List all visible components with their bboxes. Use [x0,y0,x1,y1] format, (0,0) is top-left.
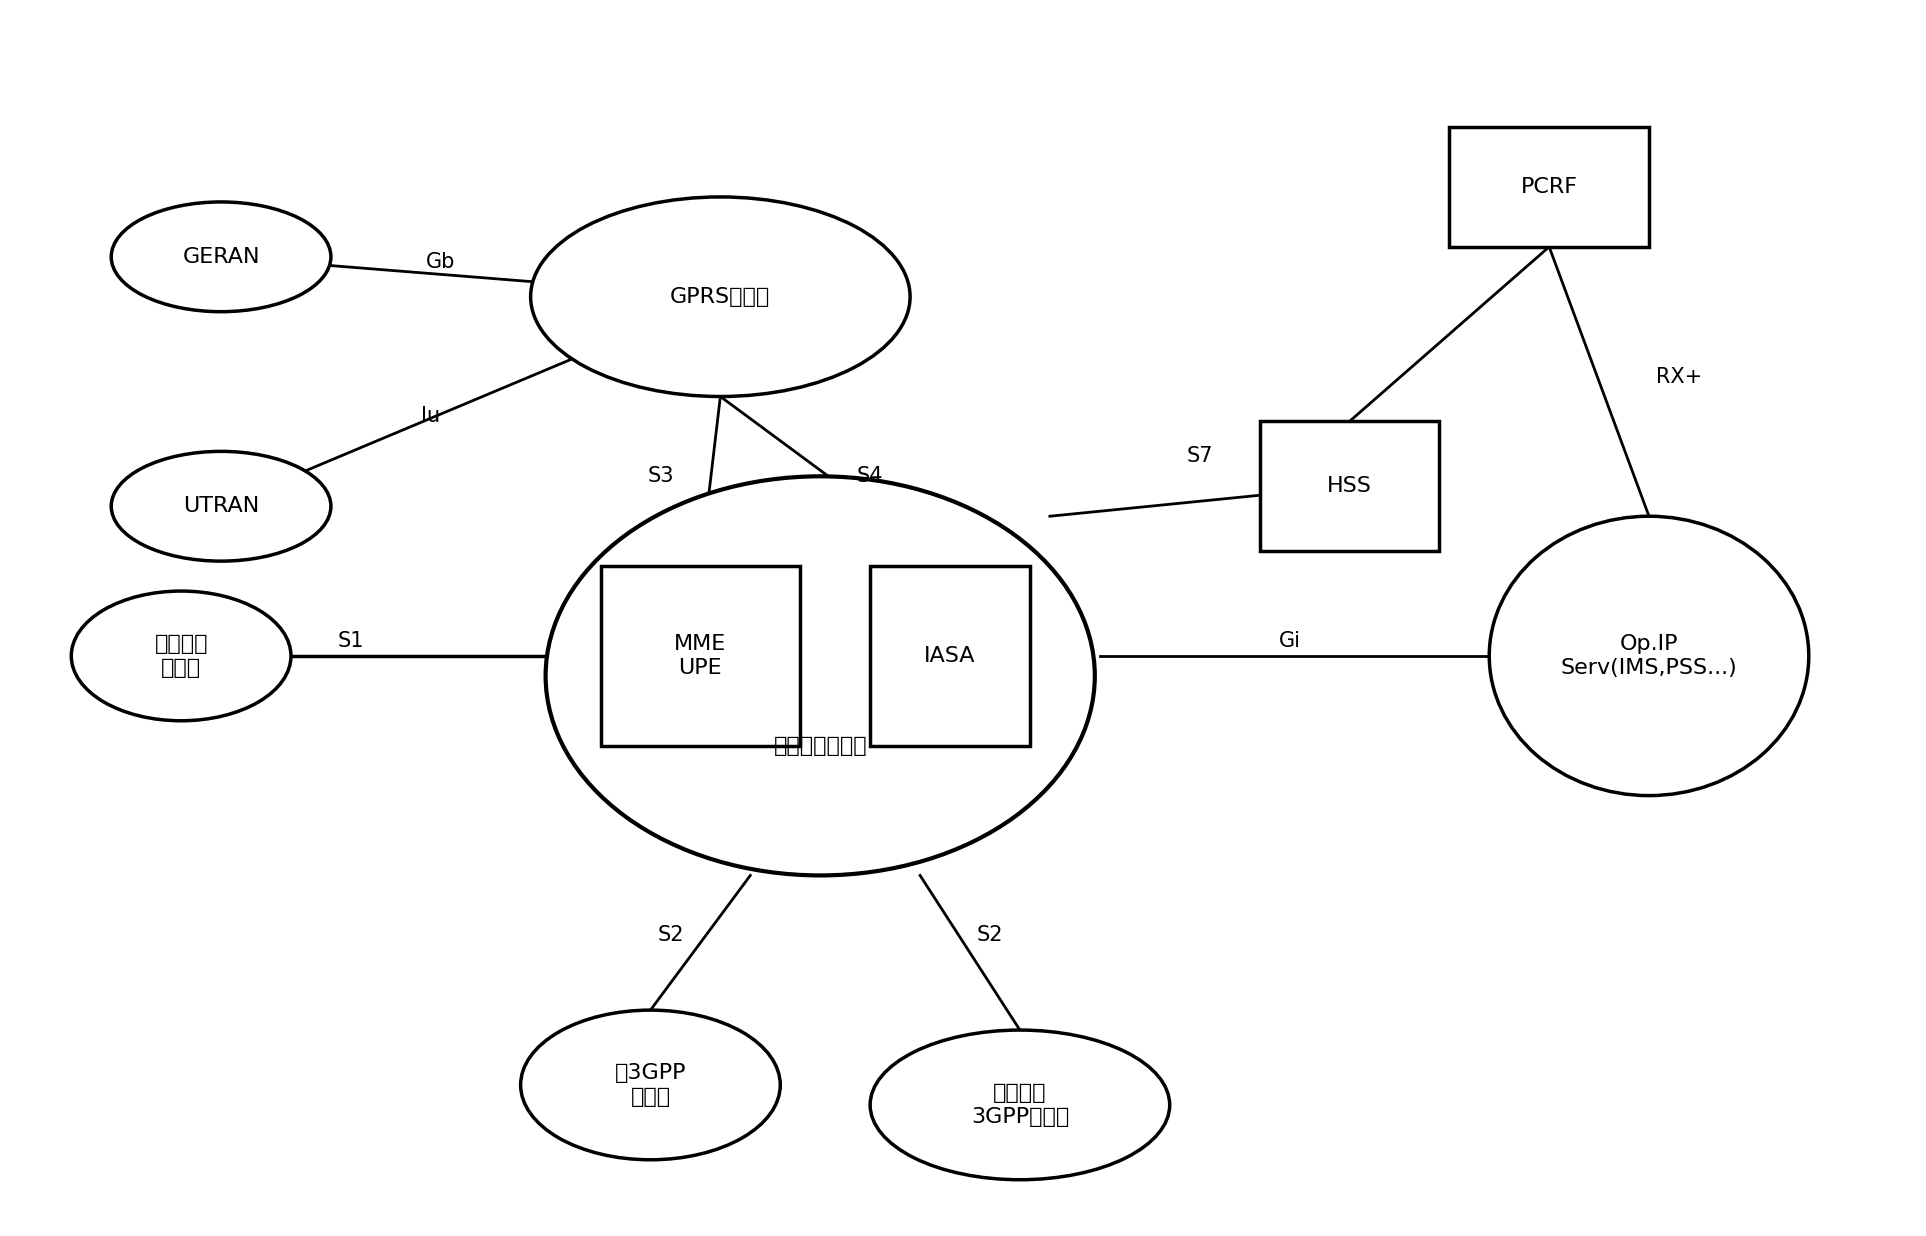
Text: RX+: RX+ [1656,367,1703,387]
Text: S3: S3 [647,466,674,486]
Text: PCRF: PCRF [1522,177,1577,197]
FancyBboxPatch shape [871,566,1030,745]
Ellipse shape [112,201,331,311]
Text: Op.IP
Serv(IMS,PSS...): Op.IP Serv(IMS,PSS...) [1560,634,1737,677]
Ellipse shape [532,197,911,397]
Text: Gb: Gb [426,252,455,272]
FancyBboxPatch shape [601,566,799,745]
Text: S1: S1 [337,630,364,651]
Ellipse shape [71,591,291,721]
Text: HSS: HSS [1327,476,1371,497]
FancyBboxPatch shape [1260,421,1439,551]
Text: GPRS核心网: GPRS核心网 [670,287,770,307]
Text: UTRAN: UTRAN [183,496,260,517]
Ellipse shape [871,1030,1169,1179]
Text: GERAN: GERAN [183,247,260,267]
Ellipse shape [112,451,331,561]
Ellipse shape [1489,517,1809,796]
Text: S4: S4 [857,466,884,486]
Text: 演进无线
接入网: 演进无线 接入网 [154,634,208,677]
Text: Gi: Gi [1279,630,1300,651]
Text: Iu: Iu [422,407,441,426]
Text: S2: S2 [976,926,1003,946]
FancyBboxPatch shape [1448,127,1649,247]
Text: S2: S2 [657,926,684,946]
Text: IASA: IASA [924,646,976,666]
Text: 无线局域
3GPP接入网: 无线局域 3GPP接入网 [971,1083,1069,1126]
Text: MME
UPE: MME UPE [674,634,726,677]
Text: 非3GPP
接入网: 非3GPP 接入网 [614,1063,686,1106]
Ellipse shape [520,1010,780,1159]
Ellipse shape [545,476,1094,875]
Text: 演进分组核心网: 演进分组核心网 [774,735,867,755]
Text: S7: S7 [1186,446,1213,466]
